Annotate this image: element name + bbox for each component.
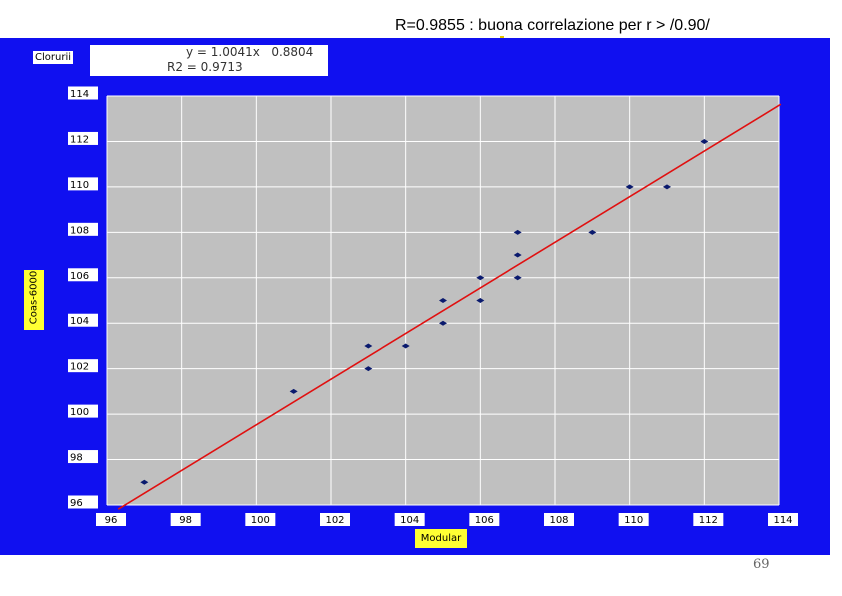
y-axis-label-box: Coas-6000 — [24, 270, 44, 330]
x-tick-label: 112 — [699, 515, 718, 526]
data-point — [401, 343, 410, 349]
regression-equation: y = 1.0041x 0.8804 — [186, 45, 314, 59]
data-point — [476, 298, 485, 303]
data-point — [364, 343, 373, 349]
y-tick-label-box — [68, 177, 98, 191]
y-tick-label-box — [68, 268, 98, 282]
x-tick-label-box — [618, 513, 649, 526]
y-tick-label-box — [68, 495, 98, 509]
data-point — [513, 252, 522, 258]
y-tick-label: 106 — [70, 271, 89, 282]
equation-box: y = 1.0041x 0.8804 R2 = 0.9713 — [90, 45, 328, 76]
data-point — [439, 298, 447, 303]
x-tick-label: 96 — [105, 515, 118, 526]
y-tick-label-box — [68, 404, 98, 418]
x-tick-label: 110 — [624, 515, 643, 526]
x-tick-label-box — [320, 513, 350, 526]
x-tick-label: 106 — [475, 515, 494, 526]
data-point — [700, 138, 709, 144]
y-tick-label-box — [68, 313, 98, 327]
x-tick-label: 98 — [179, 515, 192, 526]
data-point — [140, 479, 149, 485]
x-tick-label: 114 — [773, 515, 792, 526]
data-point — [289, 388, 298, 394]
x-tick-label: 100 — [251, 515, 270, 526]
x-tick-label: 102 — [325, 515, 344, 526]
data-point — [439, 320, 447, 326]
y-tick-label: 104 — [70, 316, 89, 327]
slide-title: R=0.9855 : buona correlazione per r > /0… — [395, 17, 710, 34]
data-point — [588, 229, 597, 235]
data-point — [663, 184, 671, 190]
y-tick-label: 100 — [70, 407, 89, 418]
y-tick-label-box — [68, 222, 98, 236]
y-tick-label: 98 — [70, 453, 83, 464]
x-tick-label-box — [170, 513, 201, 526]
x-tick-label: 104 — [400, 515, 419, 526]
x-tick-label-box — [469, 513, 500, 526]
x-tick-label-box — [96, 513, 126, 526]
data-point — [625, 184, 634, 190]
x-tick-label-box — [768, 513, 798, 526]
x-tick-label-box — [394, 513, 425, 526]
data-point — [364, 366, 373, 372]
y-tick-label-box — [68, 359, 98, 373]
y-tick-label: 102 — [70, 362, 89, 373]
data-point — [513, 275, 522, 281]
x-tick-label-box — [693, 513, 724, 526]
y-tick-label-box — [68, 86, 98, 100]
page-number: 69 — [753, 557, 770, 572]
y-tick-label: 114 — [70, 89, 89, 100]
y-tick-label: 108 — [70, 225, 89, 236]
y-tick-label-box — [68, 131, 98, 145]
y-tick-label-box — [68, 450, 98, 464]
y-tick-label: 112 — [70, 134, 89, 145]
x-tick-label-box — [245, 513, 276, 526]
series-label: Clorurii — [33, 51, 73, 64]
y-tick-label: 110 — [70, 180, 89, 191]
r-squared: R2 = 0.9713 — [167, 60, 243, 74]
data-point — [476, 275, 485, 281]
x-axis-label: Modular — [415, 529, 467, 548]
data-point — [513, 229, 522, 235]
y-axis-label: Coas-6000 — [28, 270, 40, 325]
y-tick-label: 96 — [70, 498, 83, 509]
x-tick-label: 108 — [549, 515, 568, 526]
x-tick-label-box — [544, 513, 574, 526]
trendline — [117, 103, 782, 510]
